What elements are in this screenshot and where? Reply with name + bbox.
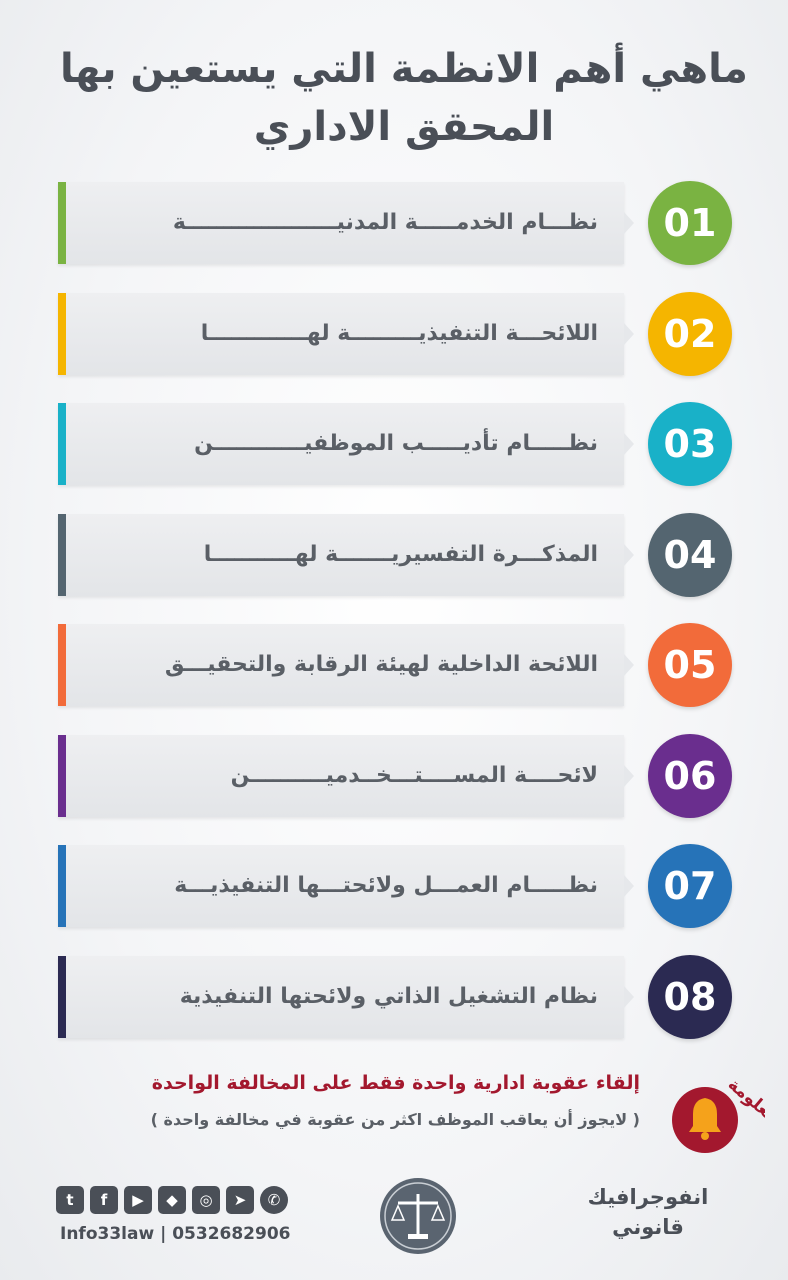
item-number-badge: 08 bbox=[648, 954, 732, 1039]
brand-line-2: قانوني bbox=[612, 1215, 684, 1239]
item-bar bbox=[58, 182, 624, 264]
instagram-icon[interactable]: ◎ bbox=[192, 1186, 220, 1214]
title-line-1: ماهي أهم الانظمة التي يستعين بها bbox=[60, 46, 748, 92]
info-bell-badge: معلومة bbox=[672, 1075, 765, 1153]
list-item: اللائحـــة التنفيذيـــــــــة لهــــــــ… bbox=[0, 291, 788, 376]
list-item: نظـــــام العمـــل ولائحتـــها التنفيذيـ… bbox=[0, 844, 788, 928]
item-label: نظـــام الخدمـــــة المدنيــــــــــــــ… bbox=[172, 210, 598, 235]
item-bar bbox=[58, 955, 624, 1038]
brand-line-1: انفوجرافيك bbox=[587, 1185, 709, 1209]
item-label: نظـــــام تأديـــــب الموظفيــــــــــــ… bbox=[194, 431, 598, 456]
item-number-badge: 07 bbox=[648, 844, 732, 928]
twitter-icon[interactable]: t bbox=[56, 1186, 84, 1214]
whatsapp-icon[interactable]: ✆ bbox=[260, 1186, 288, 1214]
item-label: لائحــــة المســــتـــخــدميــــــــــن bbox=[230, 762, 598, 788]
item-accent bbox=[58, 403, 66, 485]
scale-pan-left bbox=[390, 1204, 406, 1221]
item-label: المذكـــرة التفسيريـــــــة لهــــــــــ… bbox=[203, 541, 598, 567]
item-number-badge: 01 bbox=[648, 181, 732, 265]
item-number-badge: 02 bbox=[648, 291, 732, 376]
item-accent bbox=[58, 845, 66, 927]
page-title: ماهي أهم الانظمة التي يستعين بها المحقق … bbox=[60, 40, 748, 156]
telegram-icon[interactable]: ➤ bbox=[226, 1186, 254, 1214]
brand-name: انفوجرافيك قانوني bbox=[560, 1182, 736, 1242]
item-accent bbox=[58, 513, 66, 596]
item-label: اللائحـــة التنفيذيـــــــــة لهــــــــ… bbox=[200, 320, 598, 346]
list-item: نظـــام الخدمـــــة المدنيــــــــــــــ… bbox=[0, 181, 788, 265]
item-label: اللائحة الداخلية لهيئة الرقابة والتحقيــ… bbox=[164, 652, 598, 677]
item-notch bbox=[624, 875, 634, 897]
title-line-2: المحقق الاداري bbox=[253, 104, 555, 150]
scale-pan-right bbox=[430, 1204, 446, 1221]
item-bar bbox=[58, 624, 624, 706]
note-headline: إلقاء عقوبة ادارية واحدة فقط على المخالف… bbox=[151, 1072, 640, 1094]
list-item: نظـــــام تأديـــــب الموظفيــــــــــــ… bbox=[0, 402, 788, 486]
item-bar bbox=[58, 845, 624, 927]
list-item: اللائحة الداخلية لهيئة الرقابة والتحقيــ… bbox=[0, 623, 788, 707]
scales-of-justice-logo bbox=[380, 1178, 456, 1254]
item-notch bbox=[624, 212, 634, 234]
item-notch bbox=[624, 654, 634, 676]
bell-icon bbox=[689, 1098, 721, 1132]
item-number-badge: 05 bbox=[648, 623, 732, 707]
item-label: نظام التشغيل الذاتي ولائحتها التنفيذية bbox=[179, 983, 598, 1009]
list-item: لائحــــة المســــتـــخــدميــــــــــن 0… bbox=[0, 733, 788, 818]
item-label: نظـــــام العمـــل ولائحتـــها التنفيذيـ… bbox=[174, 873, 598, 898]
facebook-icon[interactable]: f bbox=[90, 1186, 118, 1214]
scale-base bbox=[408, 1234, 428, 1239]
item-notch bbox=[624, 433, 634, 455]
item-accent bbox=[58, 734, 66, 817]
snapchat-icon[interactable]: ◆ bbox=[158, 1186, 186, 1214]
youtube-icon[interactable]: ▶ bbox=[124, 1186, 152, 1214]
item-number-badge: 06 bbox=[648, 733, 732, 818]
logo-ring bbox=[384, 1182, 452, 1250]
item-bar bbox=[58, 734, 624, 817]
item-bar bbox=[58, 513, 624, 596]
item-notch bbox=[624, 322, 634, 345]
item-accent bbox=[58, 624, 66, 706]
note-subtext: ( لايجوز أن يعاقب الموظف اكثر من عقوبة ف… bbox=[150, 1110, 640, 1129]
item-number-badge: 03 bbox=[648, 402, 732, 486]
item-bar bbox=[58, 403, 624, 485]
item-notch bbox=[624, 985, 634, 1008]
list-item: المذكـــرة التفسيريـــــــة لهــــــــــ… bbox=[0, 512, 788, 597]
item-bar bbox=[58, 292, 624, 375]
item-accent bbox=[58, 292, 66, 375]
item-accent bbox=[58, 182, 66, 264]
contact-info: Info33law | 0532682906 bbox=[60, 1224, 291, 1244]
item-notch bbox=[624, 764, 634, 787]
bell-clapper-icon bbox=[701, 1132, 709, 1140]
item-accent bbox=[58, 955, 66, 1038]
item-notch bbox=[624, 543, 634, 566]
item-number-badge: 04 bbox=[648, 512, 732, 597]
list-item: نظام التشغيل الذاتي ولائحتها التنفيذية 08 bbox=[0, 954, 788, 1039]
